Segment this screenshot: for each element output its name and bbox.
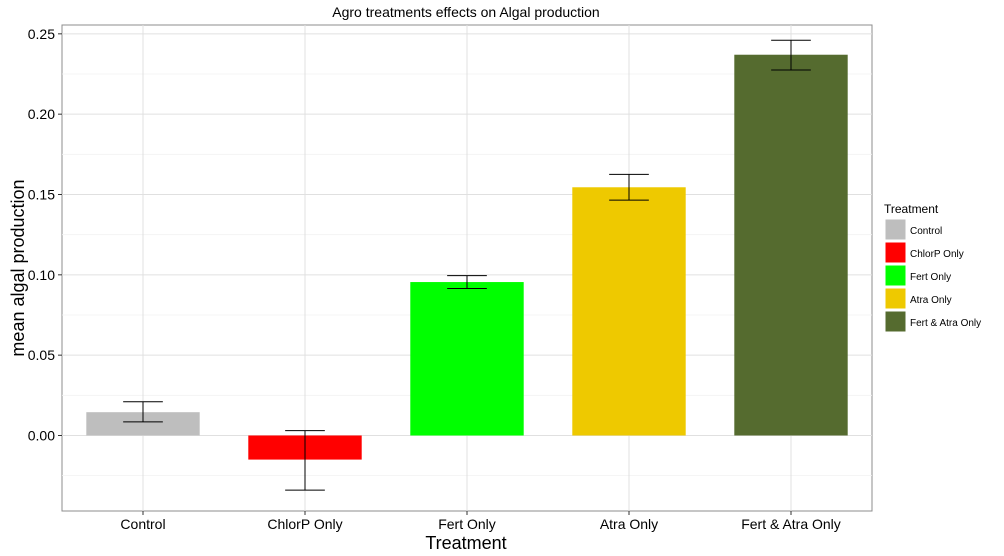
legend-label: Fert & Atra Only: [910, 318, 981, 329]
y-tick-label: 0.15: [28, 186, 55, 202]
x-tick-label: ChlorP Only: [267, 516, 342, 532]
bar: [86, 412, 200, 436]
legend-label: ChlorP Only: [910, 249, 964, 260]
y-axis-title: mean algal production: [8, 179, 28, 356]
legend-label: Fert Only: [910, 272, 951, 283]
x-axis-title: Treatment: [425, 533, 506, 553]
y-axis-ticks: 0.00 0.05 0.10 0.15 0.20 0.25: [28, 26, 62, 443]
legend-key: [884, 287, 907, 310]
chart-title: Agro treatments effects on Algal product…: [332, 4, 599, 20]
y-tick-label: 0.05: [28, 347, 55, 363]
legend-title: Treatment: [884, 202, 939, 216]
legend-label: Control: [910, 226, 942, 237]
bars: [86, 54, 848, 460]
y-tick-label: 0.00: [28, 427, 55, 443]
bar: [410, 282, 524, 436]
bar: [572, 187, 686, 436]
y-tick-label: 0.25: [28, 26, 55, 42]
y-tick-label: 0.20: [28, 106, 55, 122]
legend-key: [884, 218, 907, 241]
x-tick-label: Atra Only: [600, 516, 658, 532]
legend-key: [884, 241, 907, 264]
legend-key: [884, 310, 907, 333]
y-tick-label: 0.10: [28, 267, 55, 283]
legend-key: [884, 264, 907, 287]
x-tick-label: Control: [120, 516, 165, 532]
x-axis-ticks: Control ChlorP Only Fert Only Atra Only Fert…: [120, 511, 841, 532]
legend-label: Atra Only: [910, 295, 952, 306]
error-bars: [123, 39, 811, 491]
legend: Treatment Control ChlorP Only Fert Only Atr…: [884, 202, 981, 333]
x-tick-label: Fert & Atra Only: [741, 516, 841, 532]
bar: [734, 54, 848, 436]
x-tick-label: Fert Only: [438, 516, 496, 532]
